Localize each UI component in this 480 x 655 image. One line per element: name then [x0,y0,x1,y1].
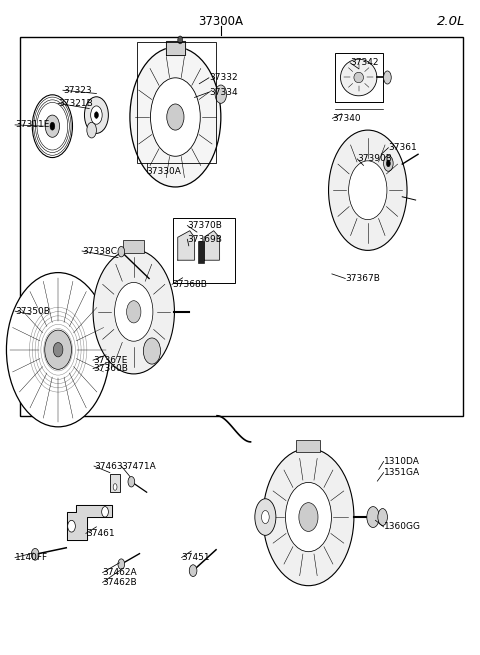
Ellipse shape [144,338,160,364]
Bar [198,240,204,263]
Ellipse shape [178,36,182,44]
Ellipse shape [189,565,197,576]
Ellipse shape [115,282,153,341]
Ellipse shape [91,106,102,124]
Text: 37367E: 37367E [93,356,128,365]
Text: 37370B: 37370B [187,221,222,230]
Text: 37350B: 37350B [15,307,50,316]
Text: 37300A: 37300A [198,15,243,28]
Text: 37369B: 37369B [187,234,222,244]
Text: 37368B: 37368B [172,280,207,289]
Text: 2.0L: 2.0L [437,15,465,28]
Ellipse shape [45,115,60,138]
Bar [123,240,144,253]
Ellipse shape [378,508,387,525]
Bar [335,53,383,102]
Ellipse shape [95,112,98,119]
Text: 37332: 37332 [209,73,238,83]
Ellipse shape [53,343,63,357]
Ellipse shape [31,548,39,560]
Ellipse shape [348,161,387,219]
Ellipse shape [127,301,141,323]
Text: 37311E: 37311E [15,121,49,130]
Polygon shape [166,41,185,55]
Text: 37462A: 37462A [103,568,137,577]
Text: 37461: 37461 [86,529,115,538]
Ellipse shape [6,272,110,427]
Ellipse shape [84,97,108,134]
Text: 1360GG: 1360GG [384,522,420,531]
Ellipse shape [102,506,108,517]
Ellipse shape [130,47,221,187]
Ellipse shape [286,482,331,552]
Ellipse shape [32,95,72,158]
Ellipse shape [386,160,390,167]
Ellipse shape [87,122,96,138]
Ellipse shape [299,502,318,531]
Ellipse shape [50,122,55,130]
Text: 1310DA: 1310DA [384,457,420,466]
Ellipse shape [167,104,184,130]
Text: 37462B: 37462B [103,578,137,587]
Ellipse shape [45,330,72,369]
Bar [110,474,120,492]
Text: 37471A: 37471A [121,462,156,470]
Bar [173,217,235,283]
Ellipse shape [328,130,407,250]
Text: 37451: 37451 [181,553,210,562]
Text: 37330A: 37330A [147,168,181,176]
Text: 37463: 37463 [94,462,123,470]
Polygon shape [178,231,194,260]
Ellipse shape [367,506,379,527]
Text: 1351GA: 1351GA [384,468,420,477]
Text: 37338C: 37338C [82,246,117,255]
Bar [137,42,216,163]
Text: 37361: 37361 [388,143,417,152]
Ellipse shape [151,78,200,157]
Text: 37321B: 37321B [58,99,93,108]
Text: 37323: 37323 [63,86,92,95]
Ellipse shape [354,72,363,83]
Ellipse shape [118,559,125,569]
Ellipse shape [263,449,354,586]
Bar [20,37,463,416]
Bar [297,440,321,452]
Polygon shape [204,231,219,260]
Text: 37390B: 37390B [357,155,392,163]
Text: 1140FF: 1140FF [15,553,48,562]
Text: 37334: 37334 [209,88,238,97]
Ellipse shape [128,477,135,487]
Ellipse shape [113,483,117,490]
Text: 37340: 37340 [332,114,361,123]
Ellipse shape [384,71,391,84]
Text: 37342: 37342 [350,58,379,67]
Text: 37367B: 37367B [345,274,380,283]
Ellipse shape [262,510,269,523]
Text: 37360B: 37360B [93,364,128,373]
Polygon shape [67,505,112,540]
Ellipse shape [215,85,227,103]
Ellipse shape [68,520,75,532]
Ellipse shape [384,156,393,172]
Ellipse shape [340,59,377,96]
Ellipse shape [118,246,125,257]
Ellipse shape [93,250,174,374]
Ellipse shape [255,498,276,535]
